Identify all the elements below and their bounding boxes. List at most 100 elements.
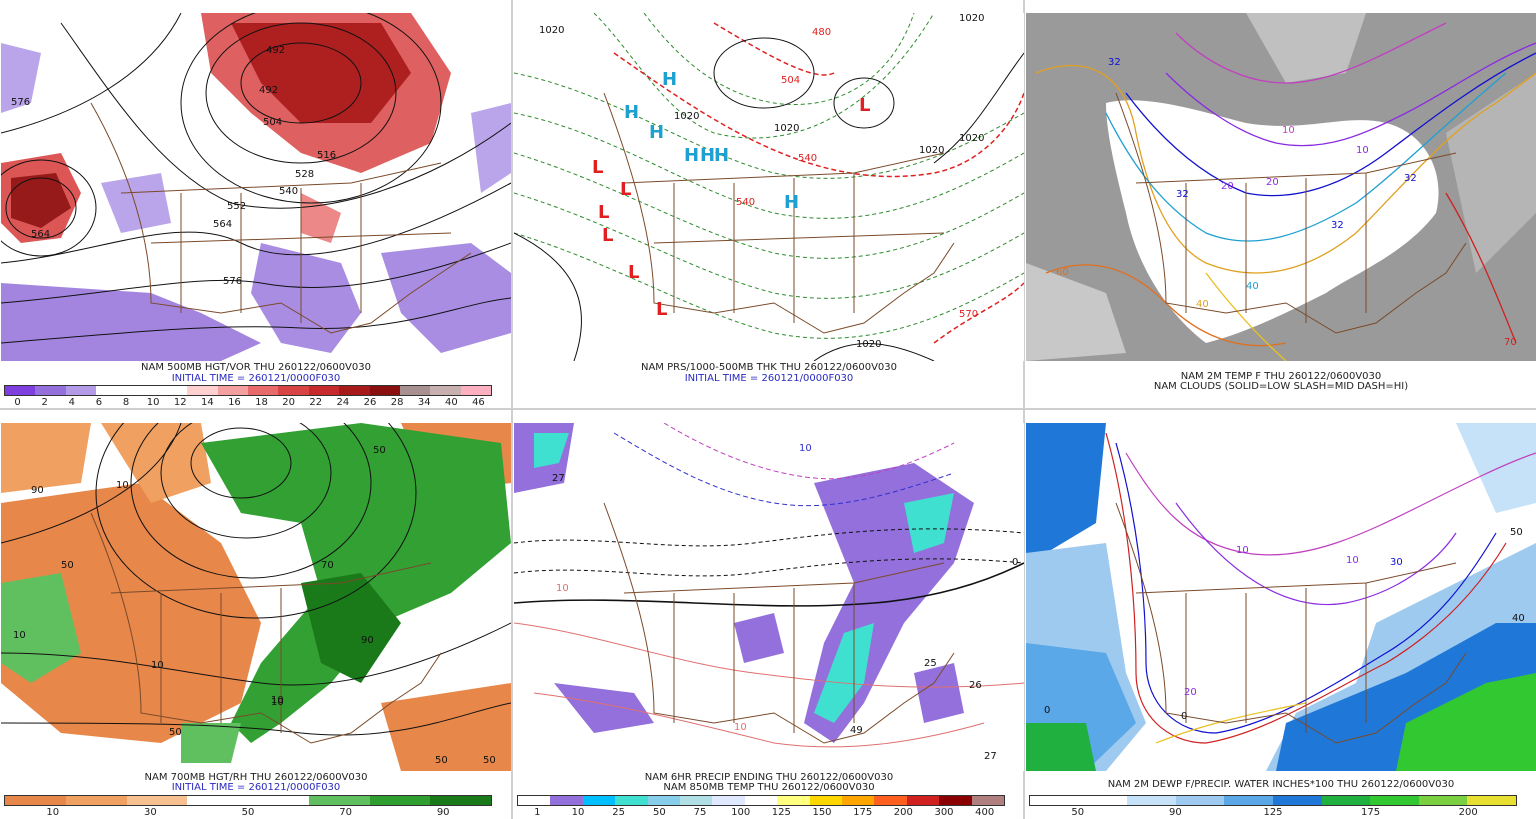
colorbar-tick-label: 26: [363, 397, 377, 408]
low-pressure-marker: L: [859, 95, 870, 116]
colorbar-tick-label: 50: [1071, 807, 1085, 818]
rh-label: 50: [483, 755, 496, 766]
colorbar-tick-label: 10: [46, 807, 60, 818]
colorbar-swatch: [217, 386, 248, 395]
colorbar-tick-label: 28: [390, 397, 404, 408]
colorbar: [4, 385, 492, 396]
isobar-label: 1020: [856, 339, 881, 350]
isotherm-label: 20: [1266, 177, 1279, 188]
precip-label: 26: [969, 680, 982, 691]
colorbar-swatch: [550, 796, 583, 805]
colorbar-swatch: [96, 386, 127, 395]
isotherm-label: 10: [1282, 125, 1295, 136]
colorbar-swatch: [308, 796, 370, 805]
colorbar-swatch: [971, 796, 1005, 805]
colorbar-tick-label: 100: [731, 807, 751, 818]
rh-label: 10: [13, 630, 26, 641]
isotherm-label: 60: [1056, 267, 1069, 278]
panel-subcaption: INITIAL TIME = 260121/0000F030: [171, 373, 341, 384]
contour-label: 492: [259, 85, 278, 96]
colorbar-swatch: [5, 796, 66, 805]
colorbar-tick-label: 50: [241, 807, 255, 818]
contour-label: 504: [263, 117, 282, 128]
colorbar-tick-label: 90: [436, 807, 450, 818]
rh-label: 50: [61, 560, 74, 571]
colorbar-tick-label: 175: [1361, 807, 1381, 818]
contour-label: 576: [11, 97, 30, 108]
dewpoint-label: 0: [1044, 705, 1050, 716]
colorbar-swatch: [369, 796, 431, 805]
colorbar-tick-label: 2: [41, 397, 48, 408]
colorbar-tick-label: 30: [144, 807, 157, 818]
colorbar-tick-label: 70: [339, 807, 352, 818]
colorbar-swatch: [65, 796, 127, 805]
dewpoint-label: 10: [1346, 555, 1359, 566]
map-prs-thk: H H H H H H H L L L L L L L 1020 1020 10…: [514, 13, 1024, 361]
colorbar-tick-label: 12: [173, 397, 187, 408]
colorbar-tick-label: 34: [417, 397, 431, 408]
colorbar-tick-label: 16: [228, 397, 241, 408]
colorbar-tick-label: 50: [652, 807, 666, 818]
rh-label: 50: [373, 445, 386, 456]
temp-label: 10: [734, 722, 747, 733]
low-pressure-marker: L: [656, 299, 667, 320]
colorbar: [4, 795, 492, 806]
colorbar-tick-label: 125: [1263, 807, 1283, 818]
map-precip: 27 25 26 49 27 10 10 10 0: [514, 423, 1024, 771]
rh-label: 10: [271, 697, 284, 708]
high-pressure-marker: H: [700, 145, 715, 166]
colorbar-swatch: [1078, 796, 1128, 805]
colorbar-swatch: [369, 386, 400, 395]
rh-label: 50: [169, 727, 182, 738]
panel-caption: NAM 500MB HGT/VOR THU 260122/0600V030: [141, 362, 371, 373]
colorbar-swatch: [1272, 796, 1322, 805]
colorbar: [1029, 795, 1517, 806]
colorbar-tick-label: 175: [853, 807, 873, 818]
colorbar-swatch: [1467, 796, 1516, 805]
thickness-label: 480: [812, 27, 831, 38]
colorbar-swatch: [248, 386, 279, 395]
colorbar-swatch: [35, 386, 66, 395]
panel-2m-temp-clouds: 32 32 32 20 20 10 40 40 60 70 32 10 NAM …: [1025, 0, 1536, 407]
isotherm-label: 70: [1504, 337, 1517, 348]
colorbar-tick-label: 300: [934, 807, 954, 818]
colorbar-swatch: [308, 386, 340, 395]
isotherm-label: 32: [1331, 220, 1344, 231]
colorbar-tick-label: 8: [122, 397, 130, 408]
isotherm-label: 20: [1221, 181, 1234, 192]
dewpoint-label: 20: [1184, 687, 1197, 698]
isotherm-label: 10: [1356, 145, 1369, 156]
low-pressure-marker: L: [620, 179, 631, 200]
rh-label: 90: [361, 635, 374, 646]
colorbar-swatch: [1321, 796, 1371, 805]
map-dewpoint: 10 10 20 30 40 50 0 0: [1026, 423, 1536, 771]
panel-subcaption: NAM 850MB TEMP THU 260122/0600V030: [663, 782, 875, 793]
contour-label: 540: [279, 186, 298, 197]
colorbar-tick-label: 40: [444, 397, 458, 408]
panel-caption: NAM 6HR PRECIP ENDING THU 260122/0600V03…: [644, 772, 894, 783]
rh-label: 10: [271, 695, 284, 706]
colorbar-ticks: 10 30 50 70 90: [4, 807, 492, 818]
high-pressure-marker: H: [624, 102, 639, 123]
rh-label: 10: [151, 660, 164, 671]
colorbar-swatch: [582, 796, 616, 805]
panel-subcaption: NAM CLOUDS (SOLID=LOW SLASH=MID DASH=HI): [1153, 381, 1409, 392]
panel-2m-dewp-pw: 10 10 20 30 40 50 0 0 NAM 2M DEWP F/PREC…: [1025, 410, 1536, 818]
contour-label: 492: [266, 45, 285, 56]
isobar-label: 1020: [674, 111, 699, 122]
colorbar-swatch: [430, 796, 491, 805]
colorbar-tick-label: 0: [14, 397, 21, 408]
panel-caption: NAM 2M DEWP F/PRECIP. WATER INCHES*100 T…: [1107, 779, 1455, 790]
colorbar-tick-label: 46: [472, 397, 485, 408]
dewpoint-label: 50: [1510, 527, 1523, 538]
colorbar-swatch: [647, 796, 681, 805]
colorbar-tick-label: 10: [146, 397, 160, 408]
panel-caption: NAM PRS/1000-500MB THK THU 260122/0600V0…: [640, 362, 898, 373]
temp-label: 10: [556, 583, 569, 594]
colorbar-tick-label: 125: [771, 807, 791, 818]
colorbar-tick-label: 20: [282, 397, 296, 408]
contour-label: 528: [295, 169, 314, 180]
panel-700mb-hgt-rh: 10 10 10 50 50 50 50 90 90 70 10 10 50 N…: [0, 410, 511, 818]
colorbar-swatch: [156, 386, 188, 395]
colorbar-swatch: [874, 796, 907, 805]
